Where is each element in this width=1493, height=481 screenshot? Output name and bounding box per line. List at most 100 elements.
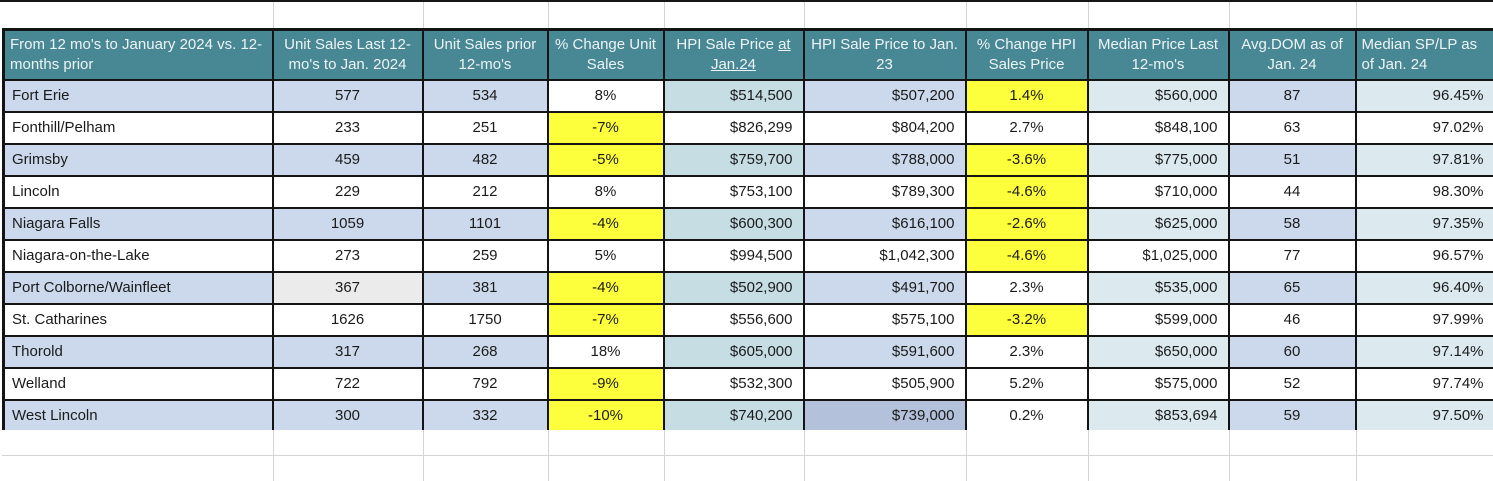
empty-grid-cell[interactable]: [549, 456, 665, 481]
cell-st-catharines-median-price[interactable]: $599,000: [1086, 302, 1230, 337]
column-header-avg-dom[interactable]: Avg.DOM as of Jan. 24: [1227, 28, 1357, 81]
cell-fort-erie-median-price[interactable]: $560,000: [1086, 78, 1230, 113]
cell-west-lincoln-unit-sales-last[interactable]: 300: [271, 398, 424, 433]
cell-niagara-falls-unit-sales-last[interactable]: 1059: [271, 206, 424, 241]
cell-niagara-falls-hpi-jan23[interactable]: $616,100: [802, 206, 967, 241]
cell-niagara-on-the-lake-sp-lp[interactable]: 96.57%: [1354, 238, 1493, 273]
empty-grid-cell[interactable]: [424, 2, 549, 28]
cell-lincoln-unit-sales-last[interactable]: 229: [271, 174, 424, 209]
cell-thorold-hpi-jan23[interactable]: $591,600: [802, 334, 967, 369]
cell-fonthill-pelham-pct-change-units[interactable]: -7%: [546, 110, 665, 145]
cell-fonthill-pelham-unit-sales-prior[interactable]: 251: [421, 110, 549, 145]
cell-niagara-falls-hpi-jan24[interactable]: $600,300: [662, 206, 805, 241]
cell-welland-pct-change-units[interactable]: -9%: [546, 366, 665, 401]
cell-fonthill-pelham-region[interactable]: Fonthill/Pelham: [2, 110, 274, 145]
cell-grimsby-pct-change-units[interactable]: -5%: [546, 142, 665, 177]
cell-grimsby-hpi-jan24[interactable]: $759,700: [662, 142, 805, 177]
empty-grid-cell[interactable]: [274, 430, 424, 455]
cell-lincoln-median-price[interactable]: $710,000: [1086, 174, 1230, 209]
empty-grid-cell[interactable]: [2, 2, 274, 28]
empty-grid-cell[interactable]: [1357, 2, 1493, 28]
cell-niagara-falls-pct-change-hpi[interactable]: -2.6%: [964, 206, 1089, 241]
column-header-pct-change-hpi[interactable]: % Change HPI Sales Price: [964, 28, 1089, 81]
cell-thorold-median-price[interactable]: $650,000: [1086, 334, 1230, 369]
cell-port-colborne-wainfleet-pct-change-hpi[interactable]: 2.3%: [964, 270, 1089, 305]
cell-thorold-pct-change-hpi[interactable]: 2.3%: [964, 334, 1089, 369]
cell-lincoln-hpi-jan23[interactable]: $789,300: [802, 174, 967, 209]
empty-grid-cell[interactable]: [1357, 430, 1493, 455]
cell-thorold-avg-dom[interactable]: 60: [1227, 334, 1357, 369]
column-header-median-price[interactable]: Median Price Last 12-mo's: [1086, 28, 1230, 81]
empty-grid-cell[interactable]: [2, 456, 274, 481]
cell-st-catharines-region[interactable]: St. Catharines: [2, 302, 274, 337]
cell-st-catharines-hpi-jan24[interactable]: $556,600: [662, 302, 805, 337]
cell-port-colborne-wainfleet-sp-lp[interactable]: 96.40%: [1354, 270, 1493, 305]
column-header-pct-change-units[interactable]: % Change Unit Sales: [546, 28, 665, 81]
cell-st-catharines-pct-change-hpi[interactable]: -3.2%: [964, 302, 1089, 337]
cell-fort-erie-unit-sales-last[interactable]: 577: [271, 78, 424, 113]
cell-west-lincoln-avg-dom[interactable]: 59: [1227, 398, 1357, 433]
cell-port-colborne-wainfleet-unit-sales-prior[interactable]: 381: [421, 270, 549, 305]
empty-grid-cell[interactable]: [967, 430, 1089, 455]
cell-west-lincoln-pct-change-units[interactable]: -10%: [546, 398, 665, 433]
cell-st-catharines-hpi-jan23[interactable]: $575,100: [802, 302, 967, 337]
cell-fonthill-pelham-hpi-jan24[interactable]: $826,299: [662, 110, 805, 145]
cell-niagara-falls-avg-dom[interactable]: 58: [1227, 206, 1357, 241]
cell-thorold-region[interactable]: Thorold: [2, 334, 274, 369]
cell-niagara-on-the-lake-median-price[interactable]: $1,025,000: [1086, 238, 1230, 273]
cell-lincoln-unit-sales-prior[interactable]: 212: [421, 174, 549, 209]
cell-grimsby-region[interactable]: Grimsby: [2, 142, 274, 177]
empty-grid-cell[interactable]: [967, 2, 1089, 28]
cell-niagara-falls-sp-lp[interactable]: 97.35%: [1354, 206, 1493, 241]
cell-st-catharines-unit-sales-prior[interactable]: 1750: [421, 302, 549, 337]
cell-thorold-hpi-jan24[interactable]: $605,000: [662, 334, 805, 369]
cell-fort-erie-sp-lp[interactable]: 96.45%: [1354, 78, 1493, 113]
column-header-unit-sales-last[interactable]: Unit Sales Last 12-mo's to Jan. 2024: [271, 28, 424, 81]
column-header-unit-sales-prior[interactable]: Unit Sales prior 12-mo's: [421, 28, 549, 81]
cell-fort-erie-region[interactable]: Fort Erie: [2, 78, 274, 113]
cell-fort-erie-hpi-jan23[interactable]: $507,200: [802, 78, 967, 113]
empty-grid-cell[interactable]: [805, 430, 967, 455]
cell-port-colborne-wainfleet-unit-sales-last[interactable]: 367: [271, 270, 424, 305]
empty-grid-cell[interactable]: [549, 430, 665, 455]
cell-niagara-falls-unit-sales-prior[interactable]: 1101: [421, 206, 549, 241]
cell-lincoln-pct-change-units[interactable]: 8%: [546, 174, 665, 209]
cell-port-colborne-wainfleet-hpi-jan23[interactable]: $491,700: [802, 270, 967, 305]
cell-niagara-on-the-lake-unit-sales-prior[interactable]: 259: [421, 238, 549, 273]
cell-west-lincoln-sp-lp[interactable]: 97.50%: [1354, 398, 1493, 433]
cell-port-colborne-wainfleet-avg-dom[interactable]: 65: [1227, 270, 1357, 305]
empty-grid-cell[interactable]: [274, 2, 424, 28]
cell-niagara-on-the-lake-avg-dom[interactable]: 77: [1227, 238, 1357, 273]
empty-grid-cell[interactable]: [967, 456, 1089, 481]
cell-niagara-on-the-lake-unit-sales-last[interactable]: 273: [271, 238, 424, 273]
empty-grid-cell[interactable]: [2, 430, 274, 455]
column-header-hpi-jan23[interactable]: HPI Sale Price to Jan. 23: [802, 28, 967, 81]
cell-fonthill-pelham-unit-sales-last[interactable]: 233: [271, 110, 424, 145]
cell-port-colborne-wainfleet-pct-change-units[interactable]: -4%: [546, 270, 665, 305]
cell-west-lincoln-hpi-jan23[interactable]: $739,000: [802, 398, 967, 433]
cell-port-colborne-wainfleet-median-price[interactable]: $535,000: [1086, 270, 1230, 305]
cell-thorold-pct-change-units[interactable]: 18%: [546, 334, 665, 369]
empty-grid-cell[interactable]: [1089, 2, 1230, 28]
cell-fort-erie-unit-sales-prior[interactable]: 534: [421, 78, 549, 113]
column-header-hpi-jan24[interactable]: HPI Sale Price at Jan.24: [662, 28, 805, 81]
cell-west-lincoln-unit-sales-prior[interactable]: 332: [421, 398, 549, 433]
cell-port-colborne-wainfleet-hpi-jan24[interactable]: $502,900: [662, 270, 805, 305]
cell-fonthill-pelham-avg-dom[interactable]: 63: [1227, 110, 1357, 145]
cell-st-catharines-sp-lp[interactable]: 97.99%: [1354, 302, 1493, 337]
cell-west-lincoln-hpi-jan24[interactable]: $740,200: [662, 398, 805, 433]
cell-lincoln-avg-dom[interactable]: 44: [1227, 174, 1357, 209]
cell-fort-erie-pct-change-hpi[interactable]: 1.4%: [964, 78, 1089, 113]
cell-welland-region[interactable]: Welland: [2, 366, 274, 401]
cell-niagara-on-the-lake-hpi-jan24[interactable]: $994,500: [662, 238, 805, 273]
cell-grimsby-hpi-jan23[interactable]: $788,000: [802, 142, 967, 177]
cell-niagara-on-the-lake-hpi-jan23[interactable]: $1,042,300: [802, 238, 967, 273]
cell-lincoln-hpi-jan24[interactable]: $753,100: [662, 174, 805, 209]
cell-west-lincoln-median-price[interactable]: $853,694: [1086, 398, 1230, 433]
cell-thorold-unit-sales-prior[interactable]: 268: [421, 334, 549, 369]
cell-welland-pct-change-hpi[interactable]: 5.2%: [964, 366, 1089, 401]
cell-grimsby-sp-lp[interactable]: 97.81%: [1354, 142, 1493, 177]
cell-welland-unit-sales-prior[interactable]: 792: [421, 366, 549, 401]
cell-welland-median-price[interactable]: $575,000: [1086, 366, 1230, 401]
cell-fort-erie-avg-dom[interactable]: 87: [1227, 78, 1357, 113]
